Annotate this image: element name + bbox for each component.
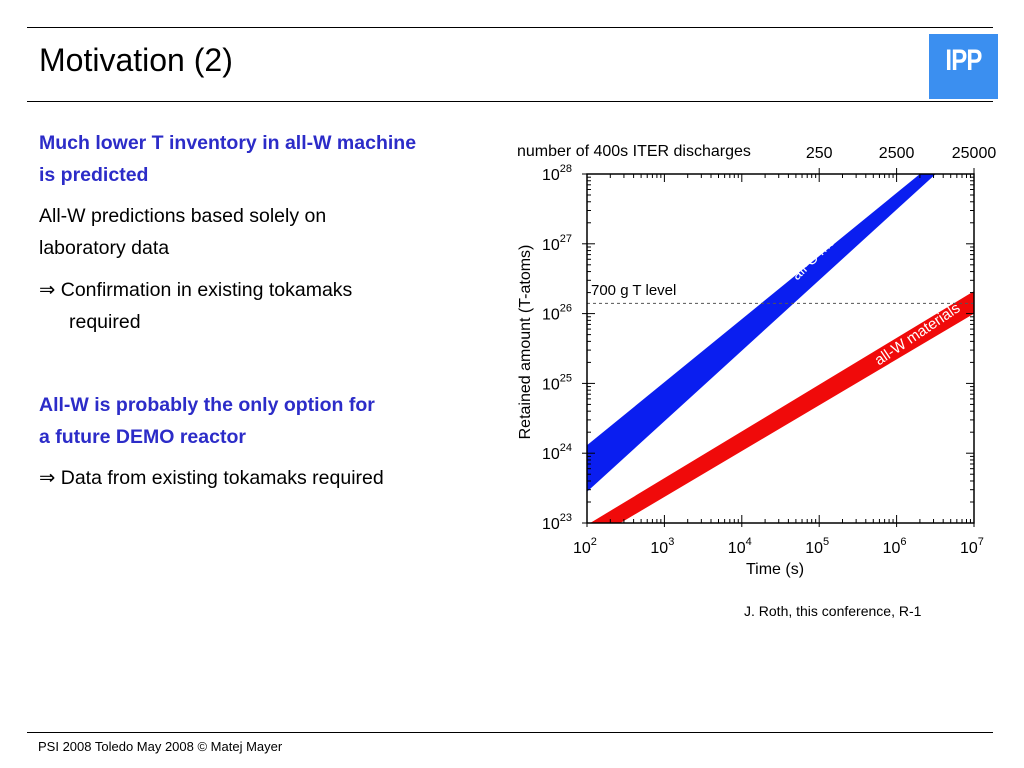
x-axis-label: Time (s) [746, 561, 804, 578]
bullet-4-line-1: All-W is probably the only option for [39, 394, 375, 416]
series-label-all-w: all-W materials [872, 299, 964, 369]
top-rule [27, 27, 993, 28]
x-tick-label: 106 [883, 536, 907, 557]
top-axis-tick-label: 25000 [952, 145, 997, 162]
top-axis-label: number of 400s ITER discharges [517, 143, 751, 160]
bullet-5-line-1: ⇒ Data from existing tokamaks required [39, 467, 384, 489]
reference-line-label: 700 g T level [591, 282, 676, 299]
bullet-3-line-2: required [69, 311, 141, 333]
top-axis-tick-label: 2500 [879, 145, 915, 162]
x-tick-label: 107 [960, 536, 984, 557]
bullet-2-line-1: All-W predictions based solely on [39, 205, 327, 227]
bullet-1-line-1: Much lower T inventory in all-W machine [39, 132, 417, 154]
bullet-1-line-2: is predicted [39, 164, 149, 186]
footer-rule [27, 732, 993, 733]
band-layer [587, 174, 974, 523]
y-tick-label: 1023 [542, 512, 572, 533]
slide-title: Motivation (2) [39, 42, 233, 78]
bullet-2-line-2: laboratory data [39, 237, 170, 259]
x-tick-label: 105 [805, 536, 829, 557]
axis-labels: 102 103 104 105 106 107 1023 1024 1025 1026 1027 10… [542, 145, 996, 557]
y-tick-label: 1024 [542, 442, 572, 463]
ipp-logo: IPP [929, 34, 998, 99]
citation: J. Roth, this conference, R-1 [744, 603, 922, 619]
y-axis-label: Retained amount (T-atoms) [517, 245, 534, 440]
y-tick-label: 1026 [542, 303, 572, 324]
top-axis-tick-label: 250 [806, 145, 833, 162]
footer-text: PSI 2008 Toledo May 2008 © Matej Mayer [38, 739, 283, 754]
title-rule [27, 101, 993, 102]
y-tick-label: 1025 [542, 372, 572, 393]
band-all-w-materials [590, 291, 974, 523]
x-tick-label: 103 [650, 536, 674, 557]
bullet-4-line-2: a future DEMO reactor [39, 426, 246, 448]
x-tick-label: 102 [573, 536, 597, 557]
logo-text: IPP [945, 44, 982, 77]
band-all-c-materials [587, 174, 936, 492]
bullet-3-line-1: ⇒ Confirmation in existing tokamaks [39, 279, 353, 301]
plot-frame [586, 173, 975, 524]
x-tick-label: 104 [728, 536, 752, 557]
y-tick-label: 1028 [542, 163, 572, 184]
axis-ticks [582, 168, 975, 527]
y-tick-label: 1027 [542, 233, 572, 254]
